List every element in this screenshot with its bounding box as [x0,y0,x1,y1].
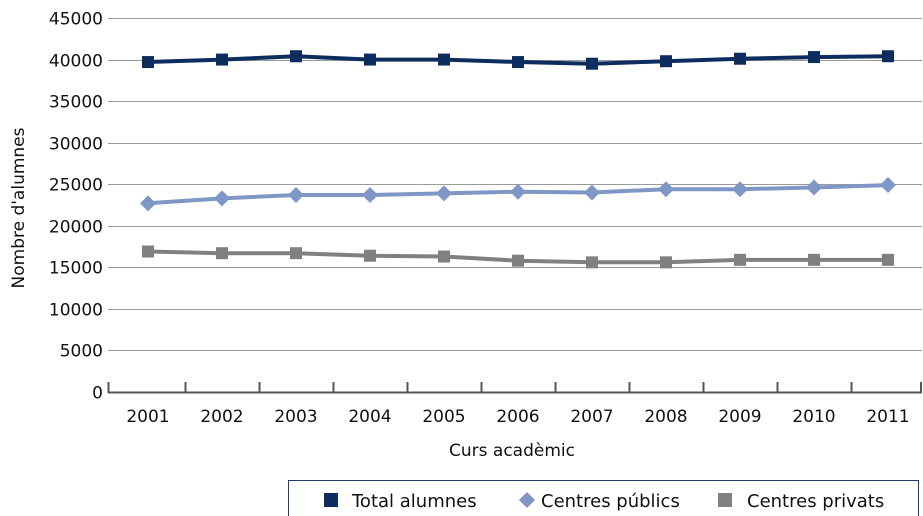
legend-box [288,480,919,516]
x-axis: 2001 2002 2003 2004 2005 2006 2007 2008 2009 2010… [107,382,922,427]
x-tick-label: 2003 [274,407,317,427]
data-point [438,250,450,263]
data-point [362,187,378,204]
data-point [734,52,746,65]
legend-marker [718,493,732,507]
y-tick-label: 20000 [49,218,103,238]
data-point [586,256,598,269]
x-tick-label: 2009 [718,407,761,427]
data-point [660,55,672,68]
y-tick-label: 25000 [49,176,103,196]
data-point [290,50,302,63]
x-tick-label: 2007 [570,407,613,427]
y-tick-label: 45000 [49,10,103,30]
legend-label: Centres públics [541,491,680,512]
data-point [808,51,820,64]
data-point [290,247,302,260]
data-point [512,254,524,267]
data-point [216,53,228,66]
data-point [880,177,896,194]
x-tick-label: 2001 [126,407,169,427]
data-point [142,56,154,69]
x-tick-label: 2002 [200,407,243,427]
y-tick-label: 5000 [60,342,103,362]
x-tick-label: 2005 [422,407,465,427]
y-tick-label: 40000 [49,52,103,72]
data-point [214,190,230,207]
legend-label: Centres privats [747,491,884,512]
y-axis-tick-labels: 0 5000 10000 15000 20000 25000 30000 35000 40000… [49,10,103,404]
x-axis-title: Curs acadèmic [449,441,575,461]
legend: Total alumnes Centres públics Centres priv… [288,480,919,516]
data-point [216,247,228,260]
y-tick-label: 15000 [49,259,103,279]
x-tick-label: 2010 [792,407,835,427]
data-point [142,245,154,258]
data-point [584,184,600,201]
legend-marker [519,492,535,508]
y-tick-label: 35000 [49,93,103,113]
data-point [140,195,156,212]
y-axis-title: Nombre d'alumnes [9,127,29,288]
data-point [734,253,746,266]
data-point [438,53,450,66]
data-point [364,53,376,66]
data-point [732,181,748,198]
y-tick-label: 0 [92,384,103,404]
x-tick-label: 2004 [348,407,391,427]
data-point [882,253,894,266]
data-point [436,185,452,202]
gridlines [108,18,922,351]
x-tick-label: 2008 [644,407,687,427]
data-point [658,181,674,198]
data-point [882,50,894,63]
x-tick-label: 2006 [496,407,539,427]
legend-label: Total alumnes [351,491,477,512]
x-tick-label: 2011 [866,407,909,427]
data-point [806,179,822,196]
series-group [140,50,896,269]
data-point [660,256,672,269]
data-point [288,187,304,204]
data-point [510,183,526,200]
data-point [512,56,524,69]
data-point [364,249,376,262]
data-point [808,253,820,266]
y-tick-label: 10000 [49,301,103,321]
data-point [586,57,598,70]
legend-marker [324,493,338,507]
y-tick-label: 30000 [49,135,103,155]
